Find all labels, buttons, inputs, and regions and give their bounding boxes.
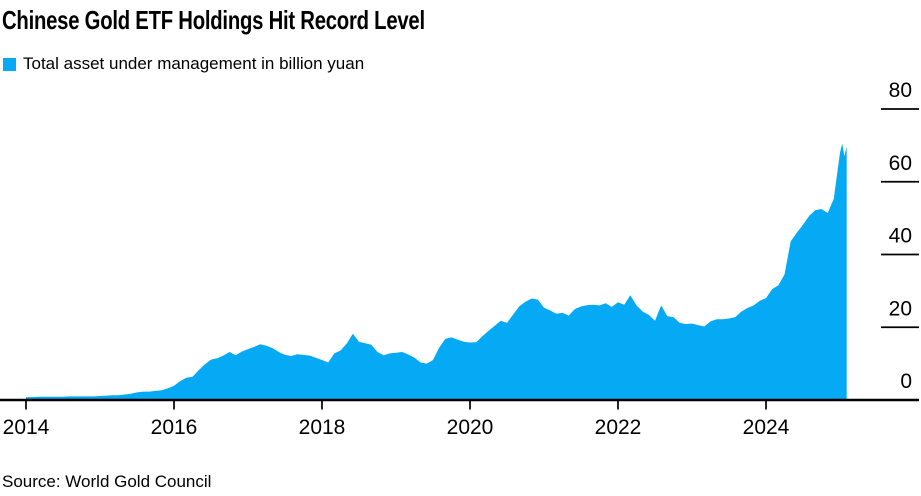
x-tick-label-2020: 2020: [447, 416, 494, 439]
y-tick-label-0: 0: [900, 370, 912, 393]
y-tick-label-20: 20: [889, 297, 912, 320]
x-tick-label-2018: 2018: [299, 416, 346, 439]
aum-area: [26, 143, 847, 400]
legend: Total asset under management in billion …: [3, 54, 364, 74]
y-tick-label-80: 80: [889, 79, 912, 102]
x-tick-label-2016: 2016: [151, 416, 198, 439]
x-tick-label-2024: 2024: [743, 416, 790, 439]
legend-label: Total asset under management in billion …: [23, 54, 365, 73]
x-tick-label-2022: 2022: [595, 416, 642, 439]
chart-title: Chinese Gold ETF Holdings Hit Record Lev…: [2, 5, 425, 35]
y-tick-label-40: 40: [889, 225, 912, 248]
legend-swatch: [3, 57, 16, 71]
source-note: Source: World Gold Council: [2, 472, 212, 491]
y-tick-label-60: 60: [889, 152, 912, 175]
x-tick-label-2014: 2014: [3, 416, 50, 439]
